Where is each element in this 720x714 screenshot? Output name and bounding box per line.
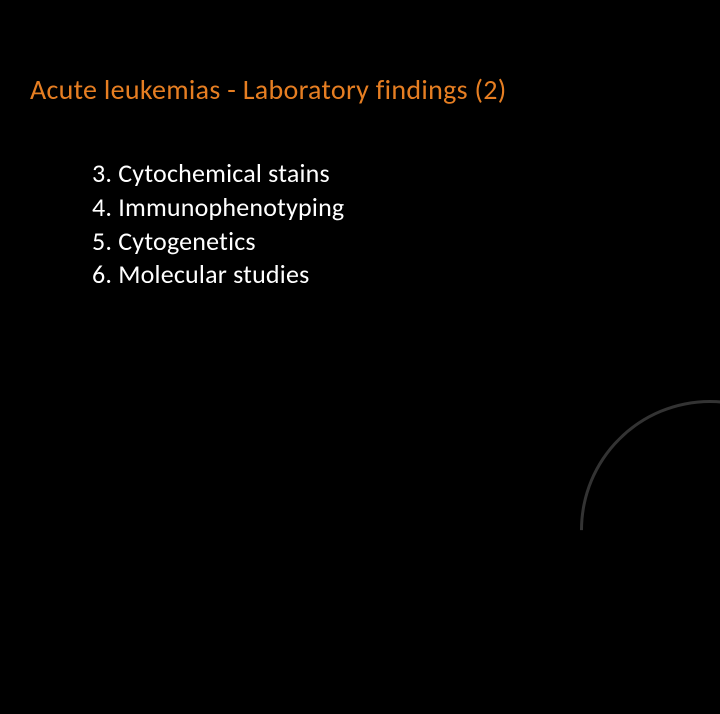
- list-item: 3. Cytochemical stains: [92, 157, 690, 191]
- list-item: 5. Cytogenetics: [92, 225, 690, 259]
- decorative-arc: [526, 346, 720, 714]
- slide-title: Acute leukemias - Laboratory findings (2…: [30, 72, 690, 107]
- slide-content: 3. Cytochemical stains 4. Immunophenotyp…: [30, 157, 690, 292]
- list-item: 6. Molecular studies: [92, 258, 690, 292]
- slide-container: Acute leukemias - Laboratory findings (2…: [0, 0, 720, 540]
- list-item: 4. Immunophenotyping: [92, 191, 690, 225]
